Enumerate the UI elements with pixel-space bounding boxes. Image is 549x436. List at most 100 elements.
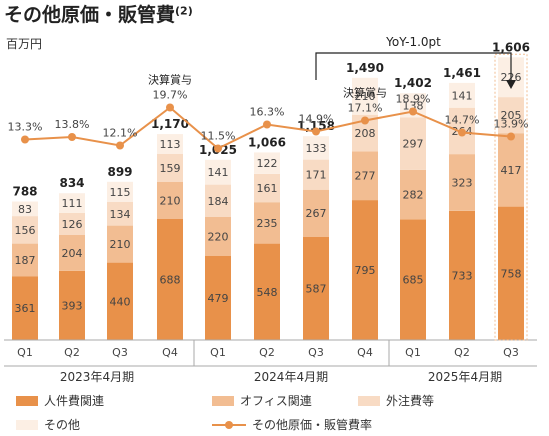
x-tick-label: Q2	[259, 346, 275, 359]
bar-value-label: 133	[306, 142, 327, 155]
bar-segment-2-4	[157, 182, 183, 219]
bar-value-label: 685	[403, 274, 424, 287]
x-tick-label: Q2	[454, 346, 470, 359]
bar-total-label: 834	[59, 176, 84, 190]
bar-value-label: 479	[208, 292, 229, 305]
bar-segment-3-5	[205, 184, 231, 217]
ratio-value-label: 13.9%	[494, 118, 529, 131]
bar-segment-3-6	[254, 173, 280, 203]
bar-segment-2-10	[449, 154, 475, 211]
bar-value-label: 267	[306, 207, 327, 220]
page-title-group: その他原価・販管費(2)	[4, 0, 193, 27]
bar-value-label: 733	[452, 270, 473, 283]
bar-total-label: 1,606	[492, 40, 530, 54]
bar-value-label: 205	[501, 109, 522, 122]
fiscal-year-label: 2025年4月期	[428, 370, 502, 384]
fiscal-year-label: 2023年4月期	[60, 370, 134, 384]
ratio-value-label: 14.9%	[299, 113, 334, 126]
bar-segment-1-3	[107, 262, 133, 340]
bar-value-label: 440	[110, 295, 131, 308]
bar-value-label: 134	[110, 208, 131, 221]
bar-segment-1-9	[400, 219, 426, 340]
bar-total-label: 899	[107, 165, 132, 179]
ratio-point	[312, 127, 320, 136]
bar-value-label: 111	[62, 197, 83, 210]
bar-value-label: 323	[452, 177, 473, 190]
ratio-point	[116, 141, 124, 150]
bar-segment-4-4	[157, 134, 183, 154]
x-tick-label: Q3	[308, 346, 324, 359]
bar-segment-4-7	[303, 136, 329, 160]
bar-value-label: 126	[62, 218, 83, 231]
bar-value-label: 282	[403, 189, 424, 202]
x-tick-label: Q4	[357, 346, 373, 359]
x-tick-label: Q1	[405, 346, 421, 359]
bar-value-label: 688	[160, 274, 181, 287]
bar-segment-3-7	[303, 159, 329, 190]
ratio-point	[263, 120, 271, 129]
ratio-point	[68, 133, 76, 141]
bar-total-label: 1,402	[394, 76, 432, 90]
bar-segment-4-2	[59, 193, 85, 213]
fiscal-year-label: 2024年4月期	[254, 370, 328, 384]
bar-segment-1-5	[205, 255, 231, 340]
x-tick-label: Q3	[503, 346, 519, 359]
bar-segment-1-1	[12, 276, 38, 340]
ratio-value-label: 18.9%	[396, 93, 431, 106]
annotation-label: 決算賞与	[148, 73, 192, 87]
bar-segment-1-11	[498, 206, 524, 340]
bar-value-label: 361	[15, 302, 36, 315]
bar-segment-1-8	[352, 200, 378, 340]
bar-segment-3-11	[498, 97, 524, 134]
yoy-bracket-arrowhead	[506, 80, 516, 89]
bar-value-label: 141	[208, 166, 229, 179]
ratio-value-label: 19.7%	[153, 89, 188, 102]
yoy-bracket-line	[315, 52, 512, 82]
ratio-value-label: 13.3%	[8, 121, 43, 134]
x-tick-label: Q4	[162, 346, 178, 359]
ratio-point	[458, 128, 466, 137]
bar-segment-2-11	[498, 133, 524, 207]
unit-label: 百万円	[6, 37, 43, 51]
bar-value-label: 210	[160, 194, 181, 207]
bar-value-label: 587	[306, 282, 327, 295]
ratio-point	[21, 135, 29, 144]
bar-value-label: 122	[257, 157, 278, 170]
bar-segment-1-4	[157, 218, 183, 340]
yoy-bracket-label: YoY-1.0pt	[385, 35, 441, 49]
bar-segment-4-10	[449, 82, 475, 108]
bar-segment-3-3	[107, 202, 133, 226]
title-footnote-ref: (2)	[175, 4, 193, 18]
bar-segment-2-9	[400, 169, 426, 220]
bar-segment-2-2	[59, 234, 85, 271]
bar-value-label: 235	[257, 217, 278, 230]
bar-value-label: 210	[110, 238, 131, 251]
x-tick-label: Q3	[112, 346, 128, 359]
ratio-value-label: 12.1%	[103, 127, 138, 140]
bar-segment-4-1	[12, 201, 38, 217]
bar-segment-3-4	[157, 154, 183, 182]
page-title: その他原価・販管費	[4, 4, 176, 26]
bar-segment-4-3	[107, 181, 133, 202]
x-tick-label: Q1	[17, 346, 33, 359]
bar-segment-2-6	[254, 202, 280, 244]
bar-value-label: 208	[355, 127, 376, 140]
bar-total-label: 1,490	[346, 61, 384, 75]
bar-segment-1-10	[449, 211, 475, 340]
bar-total-label: 1,170	[151, 117, 189, 131]
bar-segment-3-1	[12, 216, 38, 244]
bar-value-label: 204	[62, 247, 83, 260]
bar-segment-3-9	[400, 117, 426, 170]
bar-value-label: 187	[15, 254, 36, 267]
bar-value-label: 758	[501, 267, 522, 280]
bar-value-label: 210	[355, 90, 376, 103]
x-tick-label: Q2	[64, 346, 80, 359]
bar-segment-2-8	[352, 151, 378, 201]
bar-value-label: 171	[306, 169, 327, 182]
bar-value-label: 220	[208, 230, 229, 243]
bar-value-label: 83	[18, 203, 32, 216]
bar-value-label: 417	[501, 164, 522, 177]
bar-value-label: 161	[257, 182, 278, 195]
bar-segment-1-7	[303, 236, 329, 340]
